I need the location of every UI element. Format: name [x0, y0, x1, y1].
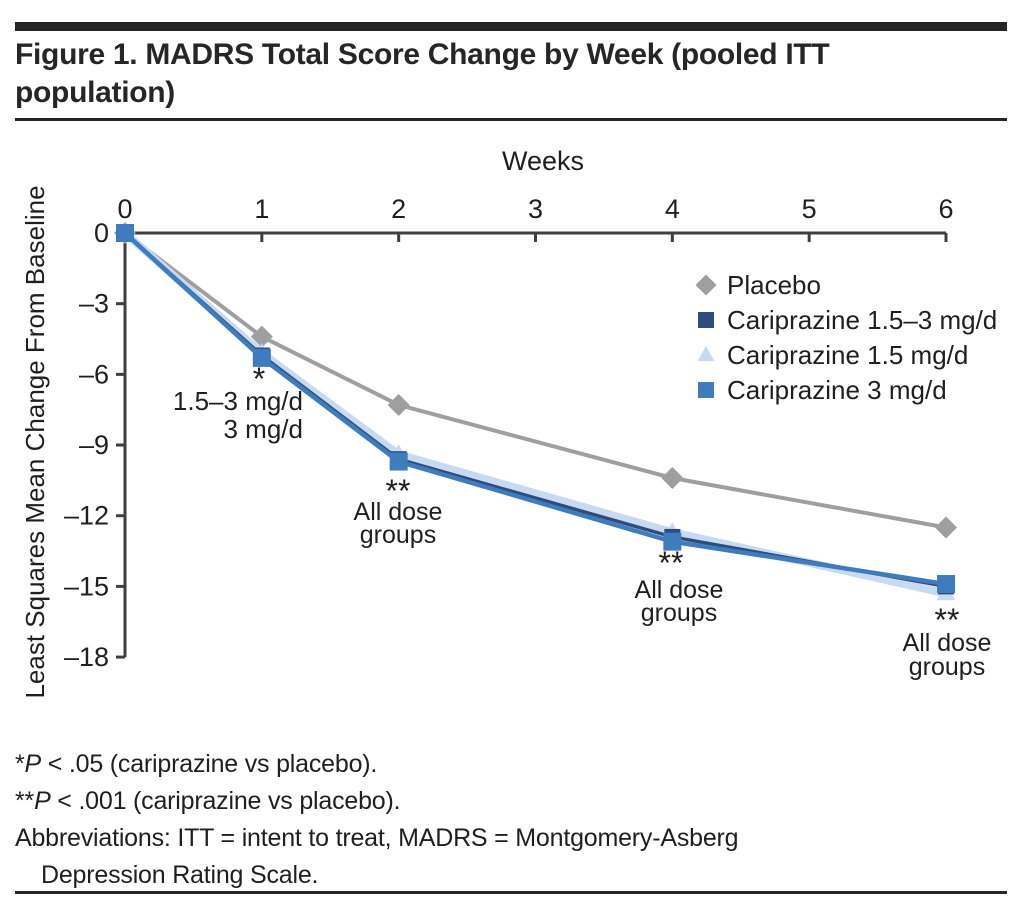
footnotes-block: *P < .05 (cariprazine vs placebo). **P <…: [15, 746, 1007, 894]
legend-marker-3: [698, 382, 714, 398]
annotation-text: 1.5–3 mg/d: [173, 386, 303, 416]
series-marker-0: [661, 467, 684, 490]
significance-marker: **: [935, 602, 960, 638]
x-tick-label: 2: [391, 194, 406, 224]
title-bottom-rule: [15, 118, 1007, 121]
madrs-line-chart: 0 1 2 3 4 5 6 0 –3 –6 –9 –12 –15 –18 Weeks Least Square…: [20, 146, 997, 699]
footnote-abbreviations-line2: Depression Rating Scale.: [41, 861, 319, 889]
legend-label-2: Cariprazine 1.5 mg/d: [727, 340, 968, 370]
legend-label-1: Cariprazine 1.5–3 mg/d: [727, 305, 997, 335]
x-tick-label: 4: [665, 194, 680, 224]
x-tick-label: 6: [938, 194, 953, 224]
significance-marker: **: [659, 545, 684, 581]
y-tick-label: –6: [79, 359, 109, 389]
y-tick-label: 0: [94, 218, 109, 248]
x-tick-label: 0: [117, 194, 132, 224]
annotation-text: All dose: [635, 576, 724, 604]
footnote-abbreviations-line1: Abbreviations: ITT = intent to treat, MA…: [15, 824, 739, 852]
y-tick-label: –18: [64, 642, 109, 672]
x-axis-title: Weeks: [502, 146, 584, 176]
title-top-rule: [15, 22, 1007, 31]
annotation-text: groups: [360, 521, 436, 549]
figure-bottom-rule: [15, 891, 1007, 894]
footnote-pvalue-2: **P < .001 (cariprazine vs placebo).: [15, 787, 401, 815]
y-axis-title: Least Squares Mean Change From Baseline: [20, 185, 50, 698]
legend-label-0: Placebo: [727, 270, 821, 300]
annotation-text: 3 mg/d: [224, 414, 304, 444]
annotation-text: All dose: [354, 498, 443, 526]
footnote-pvalue-1: *P < .05 (cariprazine vs placebo).: [15, 750, 378, 778]
series-marker-3: [389, 452, 408, 471]
series-marker-0: [250, 325, 273, 348]
series-marker-3: [252, 348, 271, 367]
x-tick-label: 5: [802, 194, 817, 224]
series-marker-3: [116, 224, 134, 242]
annotation-text: groups: [641, 599, 717, 627]
annotation-text: All dose: [903, 629, 992, 657]
x-tick-label: 3: [528, 194, 543, 224]
y-tick-label: –3: [79, 289, 109, 319]
legend-marker-1: [698, 312, 714, 328]
series-marker-0: [387, 393, 410, 416]
annotation-text: groups: [909, 653, 985, 681]
significance-marker: **: [386, 473, 411, 509]
figure-title: Figure 1. MADRS Total Score Change by We…: [15, 38, 830, 109]
y-tick-label: –12: [64, 501, 109, 531]
series-marker-3: [663, 532, 682, 551]
series-marker-3: [937, 575, 955, 594]
y-tick-label: –9: [79, 430, 109, 460]
legend-marker-2: [697, 346, 715, 362]
legend-marker-0: [695, 274, 717, 296]
series-marker-0: [935, 516, 957, 539]
y-tick-label: –15: [64, 571, 109, 601]
significance-marker: *: [253, 361, 265, 397]
legend-label-3: Cariprazine 3 mg/d: [727, 375, 947, 405]
x-tick-label: 1: [254, 194, 269, 224]
